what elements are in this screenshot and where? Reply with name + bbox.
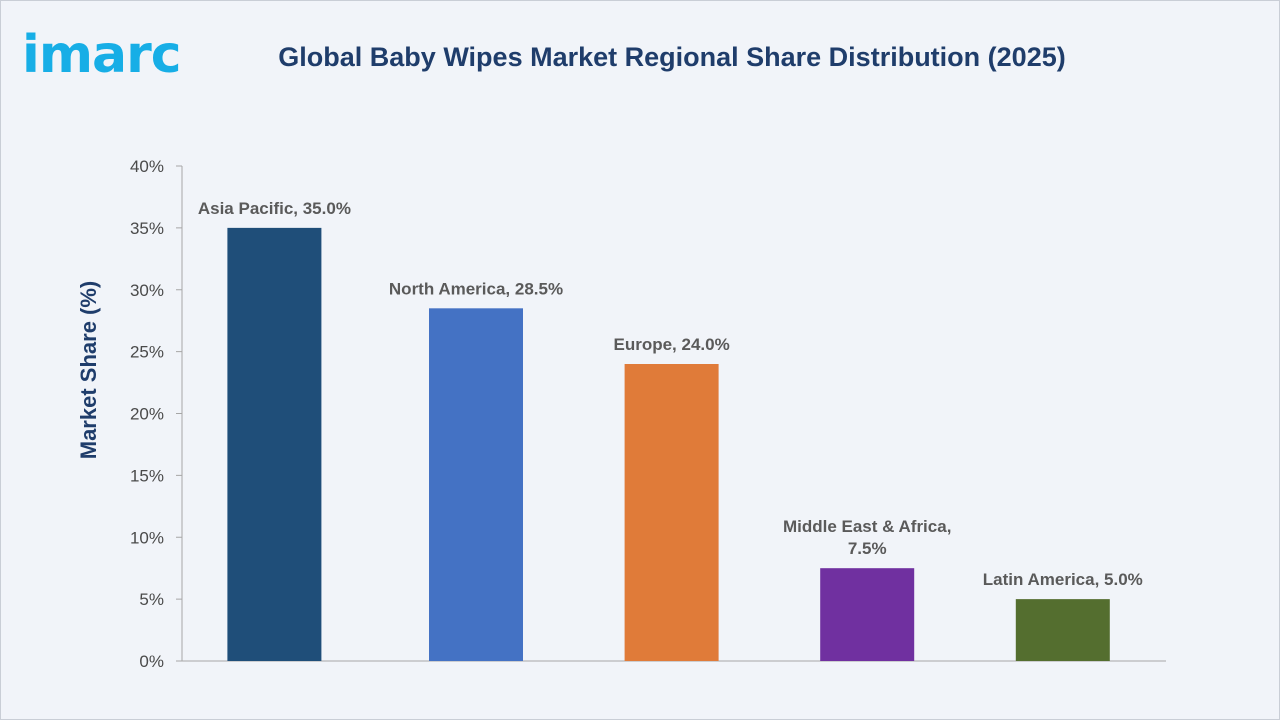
imarc-logo: imarc (22, 25, 182, 84)
logo-wordmark: imarc (22, 25, 181, 84)
y-tick-label: 10% (130, 528, 164, 547)
data-label: Europe, 24.0% (613, 335, 729, 354)
bar-latin-america (1015, 599, 1110, 661)
y-axis-title: Market Share (%) (76, 281, 101, 460)
data-label: Asia Pacific, 35.0% (198, 199, 351, 218)
data-labels: Asia Pacific, 35.0% North America, 28.5% E… (198, 199, 1143, 589)
bar-europe (624, 364, 719, 661)
bars (227, 227, 1110, 661)
y-tick-label: 20% (130, 405, 164, 424)
y-tick-label: 25% (130, 343, 164, 362)
chart-title: Global Baby Wipes Market Regional Share … (278, 42, 1066, 72)
y-axis-title-group: Market Share (%) (76, 281, 101, 460)
bar-asia-pacific (227, 227, 322, 661)
y-tick-label: 40% (130, 157, 164, 176)
bar-middle-east-africa (820, 568, 915, 661)
y-tick-label: 35% (130, 219, 164, 238)
data-label-line: 7.5% (848, 539, 887, 558)
data-label: North America, 28.5% (389, 279, 563, 298)
y-tick-label: 5% (139, 590, 164, 609)
y-tick-label: 30% (130, 281, 164, 300)
data-label-line: Asia Pacific, 35.0% (198, 199, 351, 218)
bar-north-america (429, 308, 523, 661)
data-label-line: Latin America, 5.0% (983, 570, 1143, 589)
y-axis: 0% 5% 10% 15% 20% 25% 30% 35% 40% (130, 157, 183, 671)
y-tick-label: 0% (139, 652, 164, 671)
data-label-line: Middle East & Africa, (783, 517, 951, 536)
data-label: Middle East & Africa, 7.5% (783, 517, 951, 558)
data-label-line: Europe, 24.0% (613, 335, 729, 354)
data-label-line: North America, 28.5% (389, 279, 563, 298)
data-label: Latin America, 5.0% (983, 570, 1143, 589)
y-tick-label: 15% (130, 466, 164, 485)
